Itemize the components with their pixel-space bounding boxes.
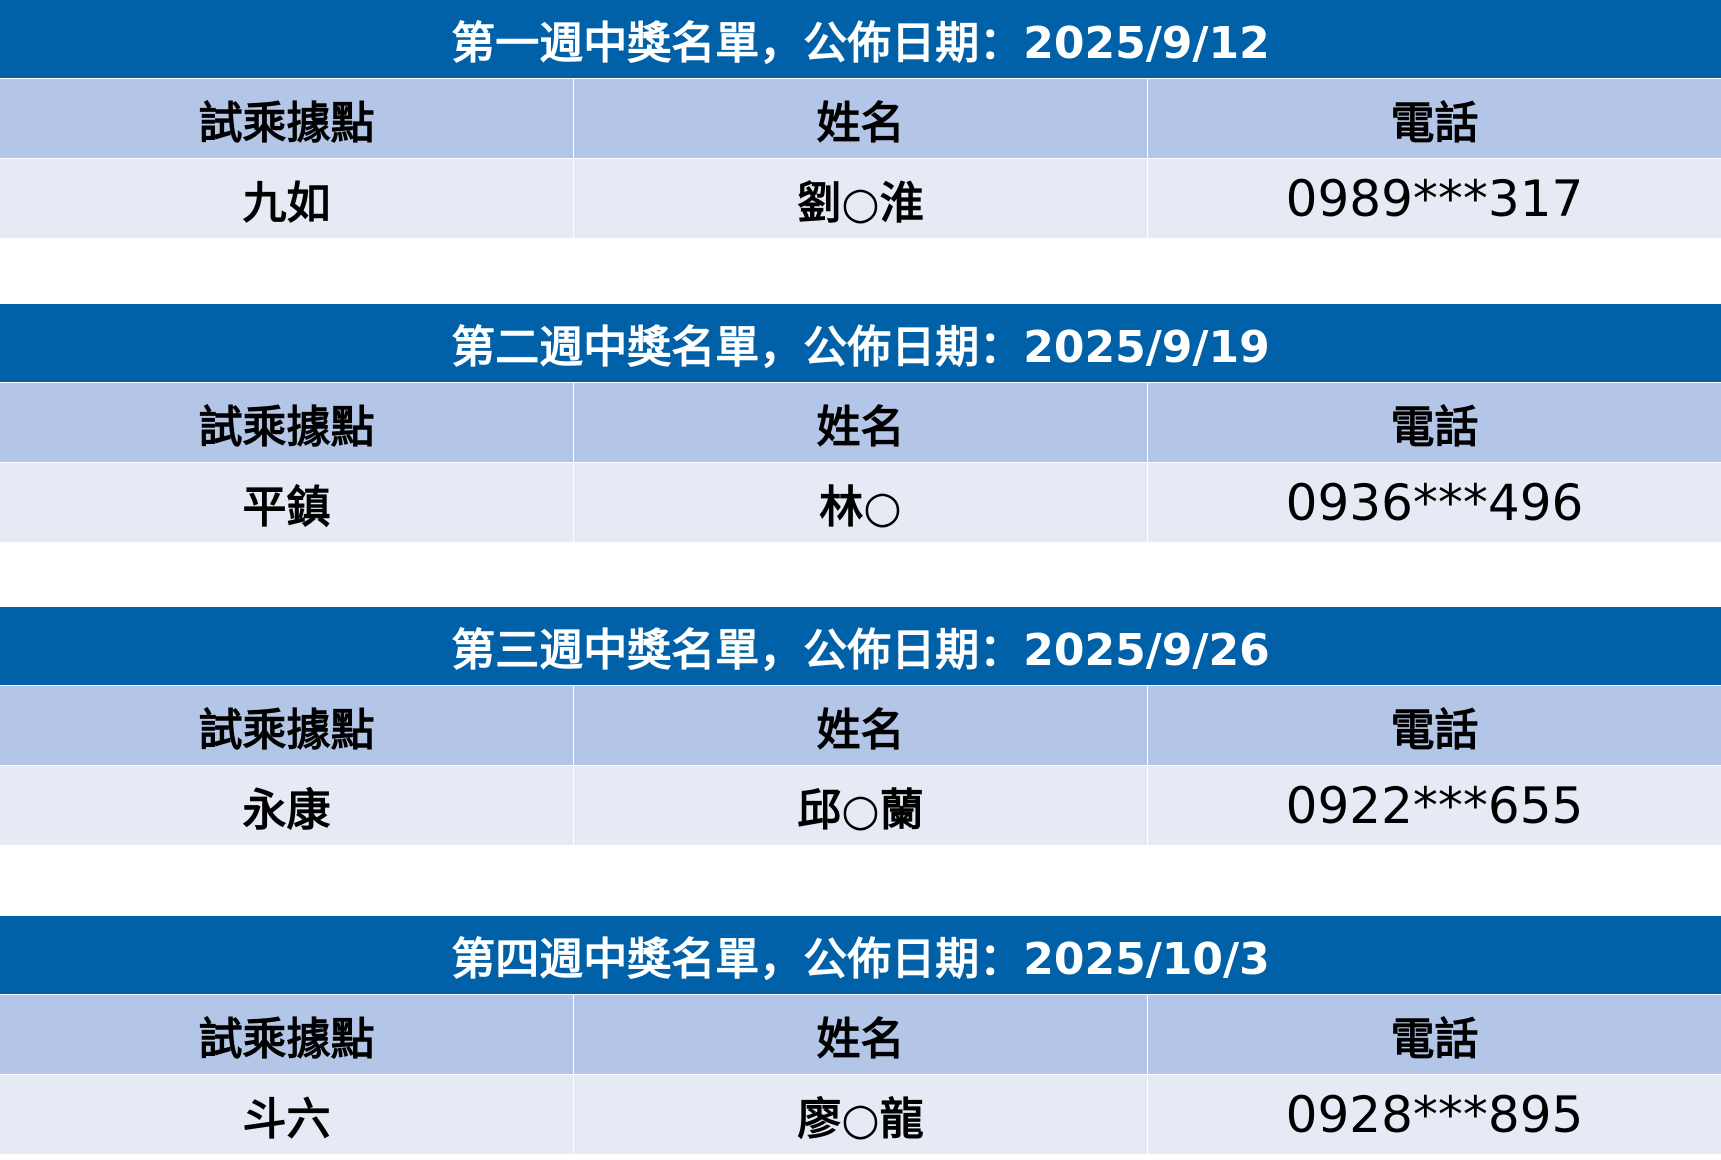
name-cell: 廖○龍: [573, 1075, 1147, 1154]
location-cell: 斗六: [0, 1075, 573, 1154]
header-row: 試乘據點 姓名 電話: [0, 78, 1721, 158]
column-header-name: 姓名: [573, 383, 1147, 462]
column-header-location: 試乘據點: [0, 995, 573, 1074]
winner-table-week-2: 第二週中獎名單，公佈日期：2025/9/19 試乘據點 姓名 電話 平鎮 林○ …: [0, 304, 1721, 542]
column-header-phone: 電話: [1147, 79, 1721, 158]
column-header-location: 試乘據點: [0, 383, 573, 462]
phone-cell: 0922***655: [1147, 766, 1721, 845]
column-header-name: 姓名: [573, 79, 1147, 158]
location-cell: 九如: [0, 159, 573, 238]
column-header-phone: 電話: [1147, 686, 1721, 765]
winner-table-week-3: 第三週中獎名單，公佈日期：2025/9/26 試乘據點 姓名 電話 永康 邱○蘭…: [0, 607, 1721, 845]
table-row: 平鎮 林○ 0936***496: [0, 462, 1721, 542]
column-header-name: 姓名: [573, 995, 1147, 1074]
winner-table-week-4: 第四週中獎名單，公佈日期：2025/10/3 試乘據點 姓名 電話 斗六 廖○龍…: [0, 916, 1721, 1154]
name-cell: 邱○蘭: [573, 766, 1147, 845]
column-header-location: 試乘據點: [0, 79, 573, 158]
week-title: 第二週中獎名單，公佈日期：2025/9/19: [0, 304, 1721, 382]
phone-cell: 0989***317: [1147, 159, 1721, 238]
name-cell: 林○: [573, 463, 1147, 542]
column-header-location: 試乘據點: [0, 686, 573, 765]
week-title: 第一週中獎名單，公佈日期：2025/9/12: [0, 0, 1721, 78]
week-title: 第四週中獎名單，公佈日期：2025/10/3: [0, 916, 1721, 994]
phone-cell: 0928***895: [1147, 1075, 1721, 1154]
column-header-phone: 電話: [1147, 383, 1721, 462]
header-row: 試乘據點 姓名 電話: [0, 382, 1721, 462]
header-row: 試乘據點 姓名 電話: [0, 994, 1721, 1074]
location-cell: 永康: [0, 766, 573, 845]
table-row: 九如 劉○淮 0989***317: [0, 158, 1721, 238]
phone-cell: 0936***496: [1147, 463, 1721, 542]
column-header-name: 姓名: [573, 686, 1147, 765]
table-row: 永康 邱○蘭 0922***655: [0, 765, 1721, 845]
week-title: 第三週中獎名單，公佈日期：2025/9/26: [0, 607, 1721, 685]
table-row: 斗六 廖○龍 0928***895: [0, 1074, 1721, 1154]
column-header-phone: 電話: [1147, 995, 1721, 1074]
location-cell: 平鎮: [0, 463, 573, 542]
header-row: 試乘據點 姓名 電話: [0, 685, 1721, 765]
name-cell: 劉○淮: [573, 159, 1147, 238]
winner-table-week-1: 第一週中獎名單，公佈日期：2025/9/12 試乘據點 姓名 電話 九如 劉○淮…: [0, 0, 1721, 238]
